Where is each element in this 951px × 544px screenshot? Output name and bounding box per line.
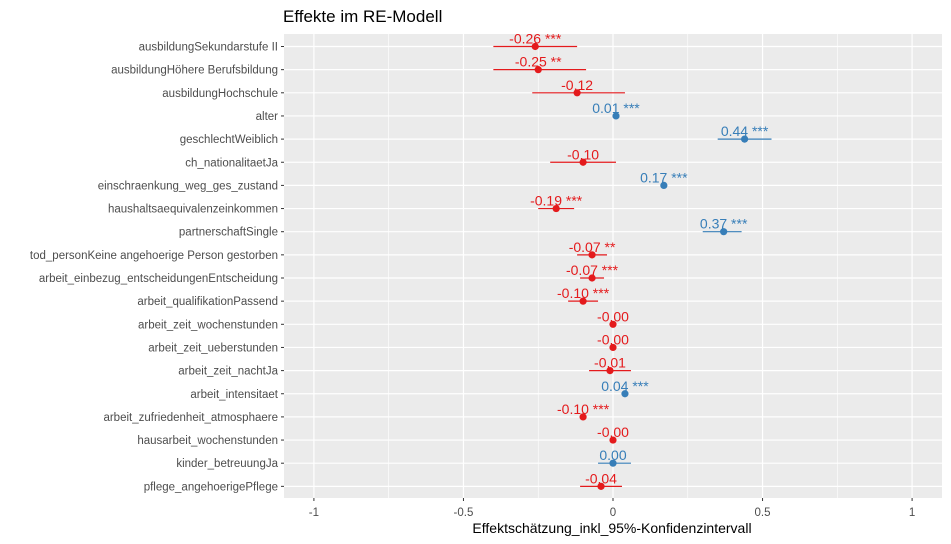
estimate-label: -0.19 *** <box>530 193 583 209</box>
y-tick-label: alter <box>256 111 279 123</box>
x-tick-label: 1 <box>909 507 915 519</box>
estimate-point <box>534 66 542 74</box>
x-tick-label: 0 <box>610 507 616 519</box>
estimate-point <box>612 112 620 120</box>
x-tick-label: 0.5 <box>755 507 771 519</box>
y-tick-label: arbeit_zeit_wochenstunden <box>138 319 278 331</box>
chart-title: Effekte im RE-Modell <box>283 7 442 26</box>
estimate-label: 0.04 *** <box>601 378 649 394</box>
estimate-point <box>621 390 629 398</box>
estimate-label: -0.26 *** <box>509 31 562 47</box>
y-tick-label: partnerschaftSingle <box>179 227 278 239</box>
y-tick-label: pflege_angehoerigePflege <box>144 481 278 493</box>
estimate-label: 0.44 *** <box>721 123 769 139</box>
estimate-label: -0.10 *** <box>557 285 610 301</box>
y-tick-label: arbeit_zeit_ueberstunden <box>148 342 278 354</box>
y-axis: ausbildungSekundarstufe II ausbildungHöhe… <box>30 42 284 493</box>
estimate-point <box>588 274 596 282</box>
estimate-label: 0.37 *** <box>700 216 748 232</box>
y-tick-label: arbeit_einbezug_entscheidungenEntscheidu… <box>39 273 278 285</box>
estimate-label: -0.00 <box>597 331 629 347</box>
y-tick-label: ausbildungHöhere Berufsbildung <box>111 65 278 77</box>
y-tick-label: einschraenkung_weg_ges_zustand <box>98 180 278 192</box>
estimate-label: 0.17 *** <box>640 169 688 185</box>
x-axis-label: Effektschätzung_inkl_95%-Konfidenzinterv… <box>472 520 751 536</box>
estimate-label: -0.25 ** <box>515 54 562 70</box>
y-tick-label: hausarbeit_wochenstunden <box>137 435 278 447</box>
estimate-label: 0.01 *** <box>592 100 640 116</box>
y-tick-label: arbeit_qualifikationPassend <box>137 296 278 308</box>
estimate-label: -0.10 <box>567 146 599 162</box>
y-tick-label: arbeit_zeit_nachtJa <box>178 366 278 378</box>
estimate-point <box>609 436 617 444</box>
y-tick-label: haushaltsaequivalenzeinkommen <box>108 204 278 216</box>
estimate-label: -0.01 <box>594 355 626 371</box>
estimate-point <box>609 459 617 467</box>
y-tick-label: geschlechtWeiblich <box>180 134 278 146</box>
estimate-point <box>597 482 605 490</box>
estimate-point <box>573 89 581 97</box>
y-tick-label: ausbildungSekundarstufe II <box>139 42 278 54</box>
y-tick-label: ausbildungHochschule <box>162 88 278 100</box>
estimate-label: -0.12 <box>561 77 593 93</box>
estimate-label: -0.00 <box>597 308 629 324</box>
y-tick-label: kinder_betreuungJa <box>176 458 278 470</box>
estimate-label: -0.00 <box>597 424 629 440</box>
estimate-point <box>609 320 617 328</box>
x-axis: -1 -0.5 0 0.5 1 <box>309 498 915 519</box>
estimate-point <box>552 204 560 213</box>
estimate-point <box>660 181 668 189</box>
estimate-point <box>741 135 749 143</box>
estimate-label: -0.07 ** <box>569 239 616 255</box>
y-tick-label: tod_personKeine angehoerige Person gesto… <box>30 250 278 262</box>
estimate-point <box>609 343 617 352</box>
x-tick-label: -0.5 <box>454 507 474 519</box>
estimate-marks: -0.26 *** -0.25 ** -0.12 0.01 *** 0.44 *** -0… <box>493 31 772 490</box>
estimate-point <box>588 251 596 259</box>
estimate-label: -0.07 *** <box>566 262 619 278</box>
estimate-point <box>579 158 587 166</box>
y-tick-label: ch_nationalitaetJa <box>185 157 278 169</box>
estimate-point <box>579 297 587 305</box>
x-tick-label: -1 <box>309 507 319 519</box>
y-tick-label: arbeit_zufriedenheit_atmosphaere <box>103 412 278 424</box>
estimate-label: -0.04 <box>585 470 617 486</box>
estimate-point <box>579 413 587 421</box>
estimate-point <box>720 228 728 236</box>
y-tick-label: arbeit_intensitaet <box>190 389 278 401</box>
estimate-point <box>531 42 539 51</box>
estimate-label: -0.10 *** <box>557 401 610 417</box>
estimate-label: 0.00 <box>599 447 626 463</box>
estimate-point <box>606 367 614 375</box>
